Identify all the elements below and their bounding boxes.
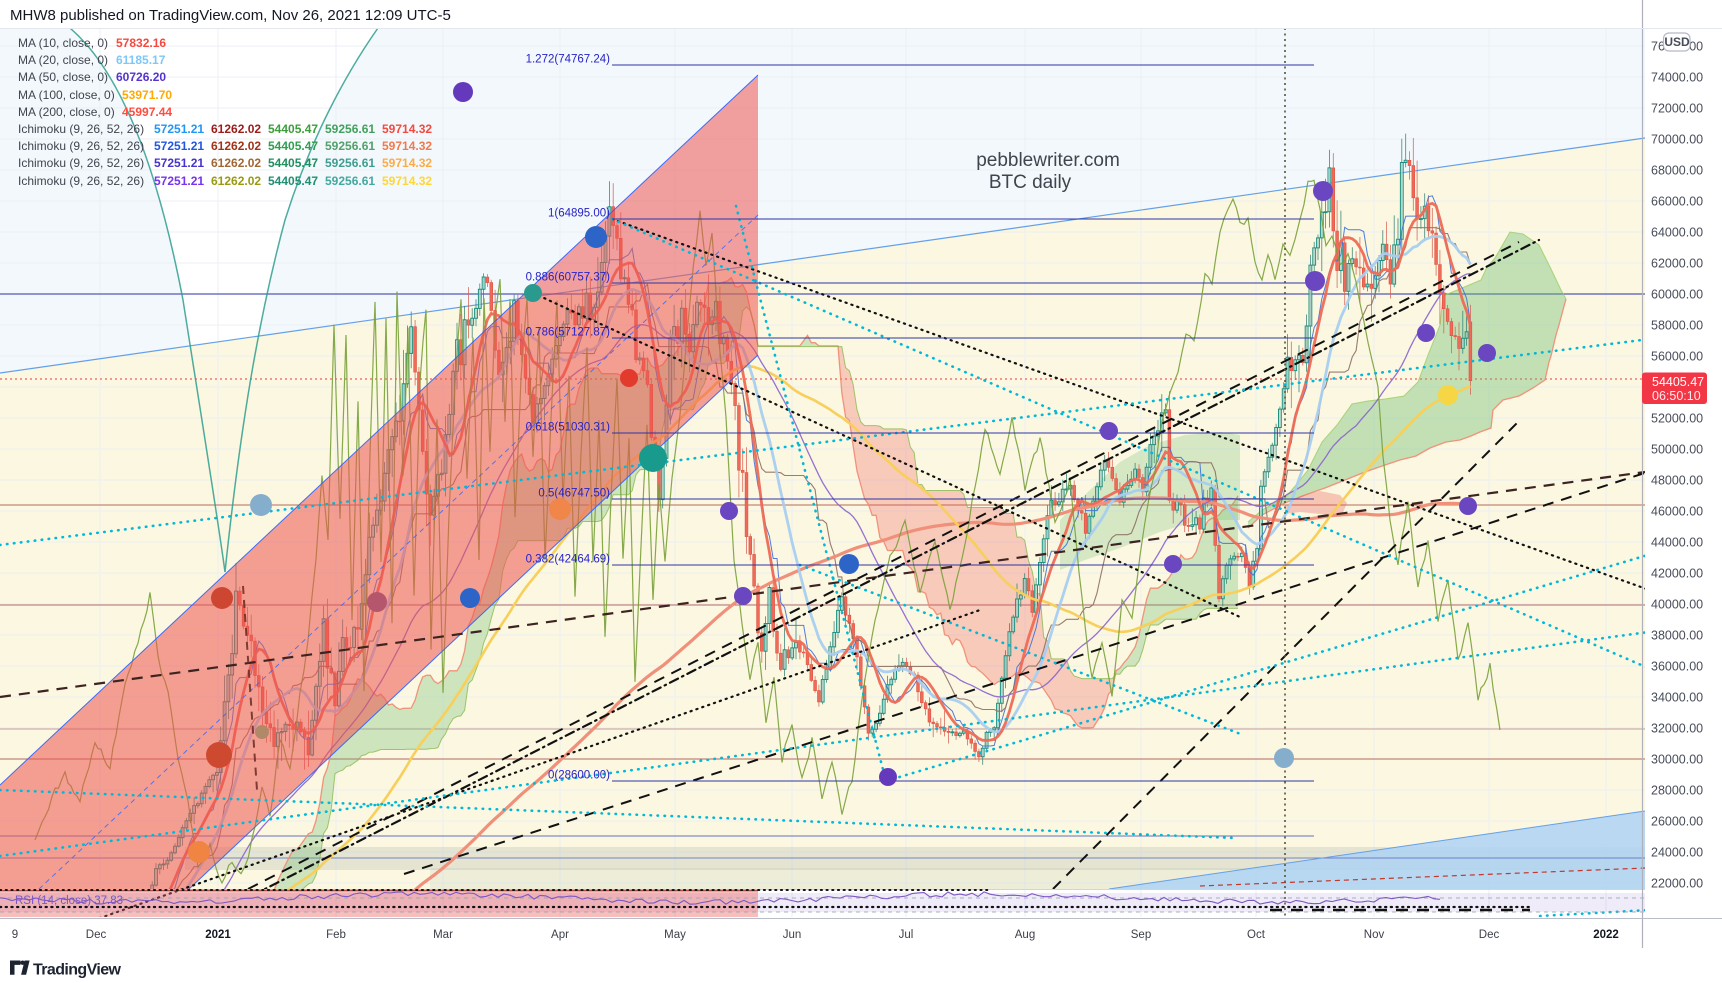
svg-text:50000.00: 50000.00 <box>1651 443 1703 457</box>
svg-text:26000.00: 26000.00 <box>1651 815 1703 829</box>
svg-text:Sep: Sep <box>1131 929 1151 941</box>
svg-text:BTC daily: BTC daily <box>989 172 1072 193</box>
svg-text:60000.00: 60000.00 <box>1651 288 1703 302</box>
svg-text:USD: USD <box>1664 35 1690 49</box>
svg-text:57251.21: 57251.21 <box>154 174 204 188</box>
svg-text:61185.17: 61185.17 <box>116 53 166 67</box>
svg-text:0(28600.00): 0(28600.00) <box>548 770 610 782</box>
svg-text:9: 9 <box>12 929 18 941</box>
svg-text:44000.00: 44000.00 <box>1651 536 1703 550</box>
svg-text:1.272(74767.24): 1.272(74767.24) <box>526 54 611 66</box>
svg-text:Dec: Dec <box>86 929 107 941</box>
svg-text:59714.32: 59714.32 <box>382 174 432 188</box>
svg-text:Jun: Jun <box>783 929 802 941</box>
svg-text:MA (10, close, 0): MA (10, close, 0) <box>18 36 108 50</box>
svg-text:30000.00: 30000.00 <box>1651 753 1703 767</box>
svg-text:53971.70: 53971.70 <box>122 88 172 102</box>
svg-text:pebblewriter.com: pebblewriter.com <box>976 150 1120 171</box>
svg-text:38000.00: 38000.00 <box>1651 629 1703 643</box>
svg-text:Ichimoku (9, 26, 52, 26): Ichimoku (9, 26, 52, 26) <box>18 122 144 136</box>
svg-text:22000.00: 22000.00 <box>1651 877 1703 891</box>
svg-text:57832.16: 57832.16 <box>116 36 166 50</box>
svg-text:40000.00: 40000.00 <box>1651 598 1703 612</box>
svg-text:64000.00: 64000.00 <box>1651 226 1703 240</box>
svg-text:59714.32: 59714.32 <box>382 139 432 153</box>
svg-text:72000.00: 72000.00 <box>1651 102 1703 116</box>
svg-text:MA (200, close, 0): MA (200, close, 0) <box>18 105 115 119</box>
svg-text:Ichimoku (9, 26, 52, 26): Ichimoku (9, 26, 52, 26) <box>18 156 144 170</box>
svg-text:61262.02: 61262.02 <box>211 156 261 170</box>
svg-text:42000.00: 42000.00 <box>1651 567 1703 581</box>
svg-text:0.382(42464.69): 0.382(42464.69) <box>526 554 611 566</box>
svg-text:54405.47: 54405.47 <box>268 174 318 188</box>
svg-text:54405.47: 54405.47 <box>268 122 318 136</box>
svg-text:Dec: Dec <box>1479 929 1500 941</box>
svg-text:28000.00: 28000.00 <box>1651 784 1703 798</box>
svg-text:57251.21: 57251.21 <box>154 122 204 136</box>
svg-text:Apr: Apr <box>551 929 569 941</box>
svg-text:52000.00: 52000.00 <box>1651 412 1703 426</box>
svg-text:MA (50, close, 0): MA (50, close, 0) <box>18 70 108 84</box>
svg-text:34000.00: 34000.00 <box>1651 691 1703 705</box>
svg-text:59256.61: 59256.61 <box>325 156 375 170</box>
svg-text:MHW8 published on TradingView.: MHW8 published on TradingView.com, Nov 2… <box>10 7 451 24</box>
svg-text:0.618(51030.31): 0.618(51030.31) <box>526 422 611 434</box>
svg-text:56000.00: 56000.00 <box>1651 350 1703 364</box>
svg-text:59714.32: 59714.32 <box>382 156 432 170</box>
svg-text:48000.00: 48000.00 <box>1651 474 1703 488</box>
svg-text:MA (100, close, 0): MA (100, close, 0) <box>18 88 115 102</box>
svg-text:70000.00: 70000.00 <box>1651 133 1703 147</box>
svg-text:59256.61: 59256.61 <box>325 122 375 136</box>
svg-text:2021: 2021 <box>205 929 231 941</box>
svg-text:61262.02: 61262.02 <box>211 122 261 136</box>
svg-text:Mar: Mar <box>433 929 453 941</box>
svg-text:Ichimoku (9, 26, 52, 26): Ichimoku (9, 26, 52, 26) <box>18 174 144 188</box>
svg-text:Oct: Oct <box>1247 929 1266 941</box>
svg-text:60726.20: 60726.20 <box>116 70 166 84</box>
svg-text:66000.00: 66000.00 <box>1651 195 1703 209</box>
svg-text:46000.00: 46000.00 <box>1651 505 1703 519</box>
svg-text:0.5(46747.50): 0.5(46747.50) <box>538 488 610 500</box>
svg-text:May: May <box>664 929 686 941</box>
svg-text:24000.00: 24000.00 <box>1651 846 1703 860</box>
svg-text:06:50:10: 06:50:10 <box>1652 389 1701 403</box>
svg-text:59714.32: 59714.32 <box>382 122 432 136</box>
svg-text:TradingView: TradingView <box>33 962 122 979</box>
svg-text:Jul: Jul <box>899 929 914 941</box>
svg-text:54405.47: 54405.47 <box>1652 375 1704 389</box>
svg-text:54405.47: 54405.47 <box>268 139 318 153</box>
svg-text:Ichimoku (9, 26, 52, 26): Ichimoku (9, 26, 52, 26) <box>18 139 144 153</box>
svg-text:Nov: Nov <box>1364 929 1385 941</box>
svg-text:RSI (14, close) 37.83: RSI (14, close) 37.83 <box>15 895 123 907</box>
svg-text:61262.02: 61262.02 <box>211 174 261 188</box>
svg-text:0.886(60757.37): 0.886(60757.37) <box>526 272 611 284</box>
svg-text:32000.00: 32000.00 <box>1651 722 1703 736</box>
svg-text:59256.61: 59256.61 <box>325 174 375 188</box>
svg-text:MA (20, close, 0): MA (20, close, 0) <box>18 53 108 67</box>
svg-text:57251.21: 57251.21 <box>154 156 204 170</box>
svg-text:Aug: Aug <box>1015 929 1035 941</box>
svg-text:2022: 2022 <box>1593 929 1619 941</box>
svg-text:1(64895.00): 1(64895.00) <box>548 208 610 220</box>
svg-text:68000.00: 68000.00 <box>1651 164 1703 178</box>
svg-text:45997.44: 45997.44 <box>122 105 172 119</box>
svg-text:36000.00: 36000.00 <box>1651 660 1703 674</box>
svg-text:57251.21: 57251.21 <box>154 139 204 153</box>
svg-text:61262.02: 61262.02 <box>211 139 261 153</box>
svg-text:54405.47: 54405.47 <box>268 156 318 170</box>
svg-text:0.786(57127.87): 0.786(57127.87) <box>526 327 611 339</box>
svg-text:74000.00: 74000.00 <box>1651 71 1703 85</box>
svg-text:59256.61: 59256.61 <box>325 139 375 153</box>
svg-text:62000.00: 62000.00 <box>1651 257 1703 271</box>
svg-text:Feb: Feb <box>326 929 346 941</box>
svg-text:58000.00: 58000.00 <box>1651 319 1703 333</box>
